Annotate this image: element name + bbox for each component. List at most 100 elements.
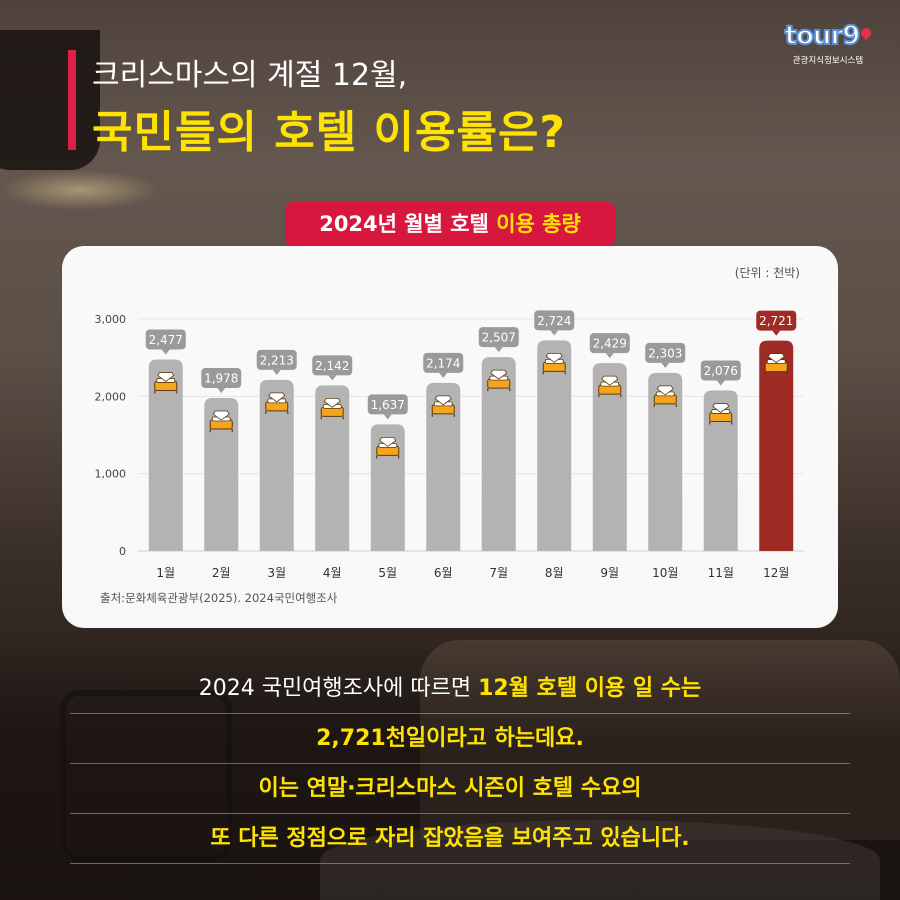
title-accent-bar: [68, 50, 76, 150]
value-label-bg: [534, 310, 575, 331]
hotel-bed-diamond-icon: [487, 369, 511, 392]
divider: [70, 813, 850, 814]
value-label: 2,174: [426, 356, 460, 370]
diamond: [490, 369, 508, 380]
y-tick-label: 1,000: [95, 468, 127, 481]
hotel-bed-diamond-icon: [542, 352, 566, 375]
x-tick-label: 11월: [708, 566, 734, 580]
bar: [537, 340, 572, 551]
chart-title-pill: 2024년 월별 호텔 이용 총량: [285, 202, 615, 246]
bar-group: 2,507 7월: [478, 327, 519, 580]
hotel-bed-diamond-icon: [598, 375, 622, 398]
hotel-bed-diamond-icon: [265, 392, 289, 414]
hotel-bed-diamond-icon: [154, 372, 178, 394]
value-label: 2,429: [593, 337, 627, 351]
source-note: 출처:문화체육관광부(2025). 2024국민여행조사: [100, 591, 338, 605]
page-subtitle: 크리스마스의 계절 12월,: [92, 58, 408, 93]
divider: [70, 713, 850, 714]
value-label-bg: [589, 333, 630, 354]
value-label-bg: [700, 360, 741, 381]
bar: [148, 359, 183, 551]
value-label: 2,477: [149, 333, 183, 347]
value-label-bg: [367, 394, 408, 415]
diamond: [157, 372, 175, 382]
body-line-4: 또 다른 정점으로 자리 잡았음을 보여주고 있습니다.: [0, 818, 900, 868]
background-lamp-glow: [0, 170, 160, 210]
value-label-bg: [645, 342, 686, 363]
bar-group: 1,637 5월: [367, 394, 408, 580]
unit-label: (단위 : 천박): [734, 266, 800, 280]
body-line-2: 2,721천일이라고 하는데요.: [0, 718, 900, 768]
value-label: 2,507: [482, 331, 516, 345]
hotel-bed-diamond-icon: [653, 385, 677, 407]
hotel-bed-diamond-icon: [431, 395, 455, 417]
y-tick-label: 3,000: [95, 313, 127, 326]
divider: [70, 863, 850, 864]
x-tick-label: 3월: [267, 566, 286, 580]
value-label: 2,303: [648, 346, 682, 360]
value-label-pointer: [605, 353, 614, 359]
y-tick-label: 0: [119, 545, 126, 558]
value-label-bg: [201, 368, 242, 389]
y-tick-label: 2,000: [95, 390, 127, 403]
diamond: [656, 385, 674, 396]
body-line-3: 이는 연말·크리스마스 시즌이 호텔 수요의: [0, 768, 900, 818]
bar-group: 2,429 9월: [589, 333, 630, 580]
bar: [315, 385, 350, 551]
page-title: 국민들의 호텔 이용률은?: [92, 107, 566, 158]
diamond: [712, 403, 730, 413]
bar: [259, 379, 294, 551]
hotel-bed-diamond-icon: [209, 410, 233, 433]
x-tick-label: 8월: [545, 566, 564, 580]
value-label: 2,076: [704, 364, 738, 378]
value-label-pointer: [161, 349, 170, 355]
value-label-pointer: [494, 347, 503, 353]
chart-title-prefix: 2024년 월별 호텔: [319, 212, 497, 236]
value-label-pointer: [439, 372, 448, 378]
x-tick-label: 6월: [434, 566, 453, 580]
x-tick-label: 10월: [652, 566, 678, 580]
diamond: [323, 397, 341, 408]
value-label-pointer: [217, 388, 226, 394]
bar: [481, 357, 516, 551]
value-label-bg: [478, 327, 519, 348]
chart-card: (단위 : 천박) 0 1,000 2,000 3,000 2,477 1월 1,978 2월…: [62, 246, 838, 628]
bar-group: 2,724 8월: [534, 310, 575, 580]
chart-title-highlight: 이용 총량: [496, 212, 581, 236]
value-label-bg: [756, 310, 797, 331]
bar-group: 2,213 3월: [256, 349, 297, 580]
hotel-bed-diamond-icon: [709, 403, 733, 425]
value-label-bg: [256, 349, 297, 370]
x-tick-label: 9월: [600, 566, 619, 580]
location-pin-icon: [859, 25, 874, 41]
divider: [70, 763, 850, 764]
x-tick-label: 12월: [763, 566, 789, 580]
value-label-pointer: [716, 380, 725, 386]
x-tick-label: 1월: [156, 566, 175, 580]
value-label-pointer: [772, 330, 781, 336]
diamond: [434, 395, 452, 406]
logo-subtitle: 관광지식정보시스템: [792, 56, 864, 66]
value-label: 2,724: [537, 314, 571, 328]
bar: [592, 363, 627, 551]
body-line-1: 2024 국민여행조사에 따르면 12월 호텔 이용 일 수는: [0, 668, 900, 718]
x-tick-label: 7월: [489, 566, 508, 580]
diamond: [767, 353, 785, 364]
bar-group: 2,174 6월: [423, 352, 464, 580]
value-label-bg: [145, 329, 186, 350]
bar: [426, 382, 461, 551]
diamond: [268, 392, 286, 403]
value-label: 2,213: [260, 353, 294, 367]
background-lamp: [0, 30, 100, 170]
body-text: 2024 국민여행조사에 따르면 12월 호텔 이용 일 수는 2,721천일이…: [0, 668, 900, 868]
value-label-bg: [312, 355, 353, 376]
x-tick-label: 5월: [378, 566, 397, 580]
background-bottom-overlay: [0, 640, 900, 900]
diamond: [545, 352, 563, 363]
bar-group: 1,978 2월: [201, 368, 242, 580]
x-tick-label: 4월: [323, 566, 342, 580]
bar-group: 2,303 10월: [645, 342, 686, 580]
bar-group: 2,142 4월: [312, 355, 353, 580]
bar: [648, 372, 683, 551]
